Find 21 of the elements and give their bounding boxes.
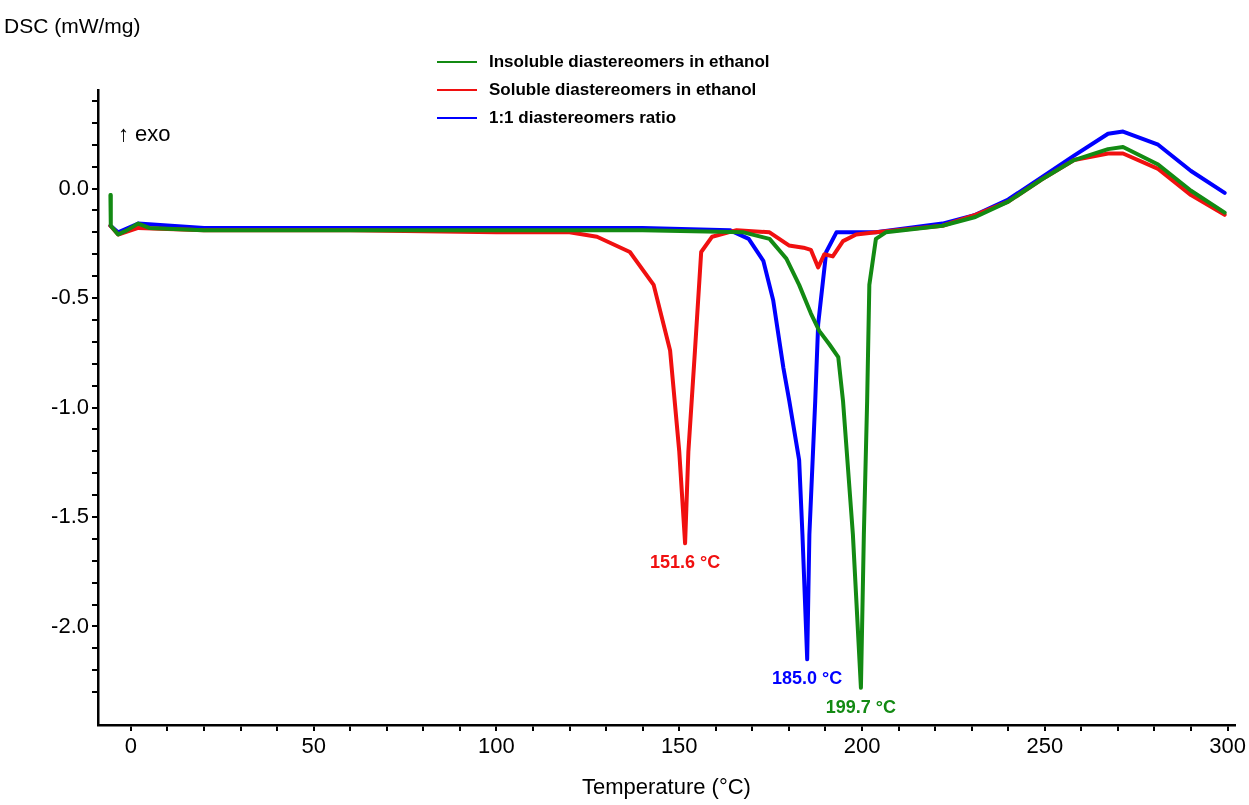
x-tick-label: 50 bbox=[301, 733, 326, 759]
x-axis-title: Temperature (°C) bbox=[581, 773, 751, 799]
y-tick-label: -2.0 bbox=[51, 612, 89, 638]
x-tick-label: 300 bbox=[1209, 733, 1246, 759]
annotation: ↑ exo bbox=[118, 121, 171, 147]
legend-label: 1:1 diastereomers ratio bbox=[489, 108, 677, 128]
y-tick-label: 0.0 bbox=[58, 174, 89, 200]
x-tick-label: 0 bbox=[124, 733, 138, 759]
y-tick-label: -1.0 bbox=[51, 393, 89, 419]
annotation: 199.7 °C bbox=[825, 696, 897, 717]
legend-label: Soluble diastereomers in ethanol bbox=[489, 80, 757, 100]
annotation: 151.6 °C bbox=[649, 552, 721, 573]
x-tick-label: 150 bbox=[660, 733, 698, 759]
legend-label: Insoluble diastereomers in ethanol bbox=[489, 52, 770, 72]
y-tick-label: -0.5 bbox=[51, 284, 89, 310]
x-tick-label: 100 bbox=[478, 733, 515, 759]
x-tick-label: 200 bbox=[843, 733, 881, 759]
y-tick-label: -1.5 bbox=[51, 503, 89, 529]
annotation: 185.0 °C bbox=[772, 668, 843, 689]
x-tick-label: 250 bbox=[1026, 733, 1064, 759]
y-axis-title: DSC (mW/mg) bbox=[4, 14, 141, 38]
